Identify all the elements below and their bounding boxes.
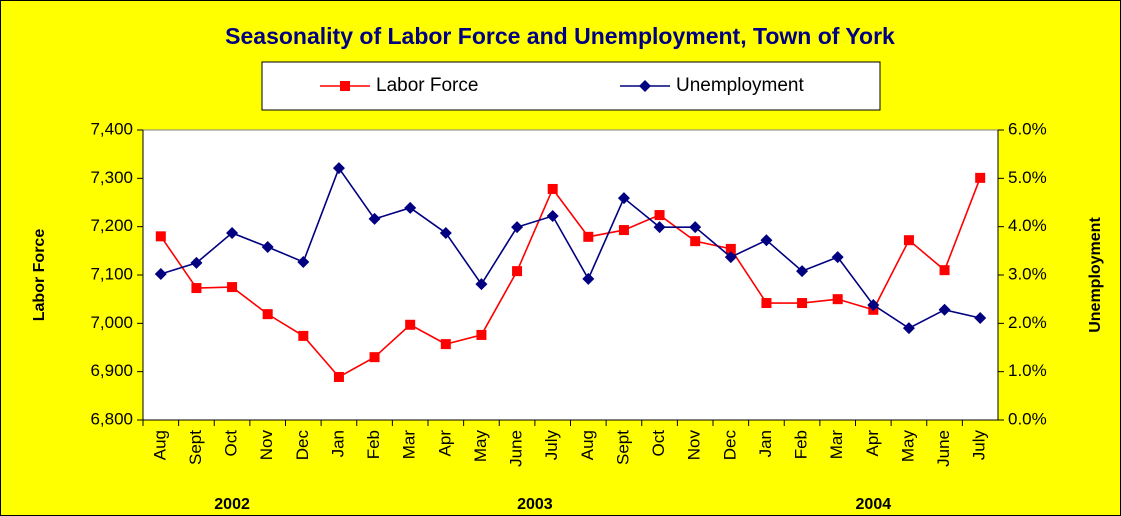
marker (796, 265, 809, 278)
y-tick-label: 6,900 (90, 361, 133, 380)
marker (760, 234, 773, 247)
x-tick-label: Feb (792, 430, 811, 459)
marker (689, 221, 702, 234)
x-tick-label: June (507, 430, 526, 467)
x-tick-label: Mar (400, 430, 419, 460)
x-tick-label: May (898, 430, 917, 463)
y-tick-label: 7,200 (90, 216, 133, 235)
x-tick-label: Apr (863, 430, 882, 457)
x-tick-label: Oct (222, 430, 241, 457)
marker (618, 225, 629, 236)
marker (405, 319, 416, 330)
marker (867, 298, 880, 311)
legend-label: Unemployment (676, 75, 804, 96)
y2-axis-title: Unemployment (1087, 217, 1104, 333)
y2-tick-label: 2.0% (1008, 313, 1047, 332)
marker (475, 278, 488, 291)
marker (725, 243, 736, 254)
x-tick-label: Sept (613, 430, 632, 465)
marker (226, 226, 239, 239)
x-tick-label: July (542, 430, 561, 461)
y-tick-label: 7,000 (90, 313, 133, 332)
x-tick-label: June (934, 430, 953, 467)
marker (975, 172, 986, 183)
marker (831, 251, 844, 264)
series-line (160, 177, 981, 378)
marker (724, 251, 737, 264)
y-tick-label: 7,300 (90, 168, 133, 187)
marker (227, 282, 238, 293)
marker (368, 212, 381, 225)
marker (546, 210, 559, 223)
marker (617, 192, 630, 205)
x-tick-label: Feb (364, 430, 383, 459)
marker (902, 322, 915, 335)
y-tick-label: 6,800 (90, 409, 133, 428)
year-label: 2002 (214, 496, 250, 513)
marker (511, 221, 524, 234)
y-axis-title: Labor Force (31, 229, 48, 322)
marker (654, 210, 665, 221)
y2-tick-label: 5.0% (1008, 168, 1047, 187)
marker (332, 162, 345, 175)
series-line (160, 166, 981, 330)
marker (297, 255, 310, 268)
plot-area (142, 129, 999, 421)
marker (440, 339, 451, 350)
marker (369, 352, 380, 363)
marker (190, 256, 203, 269)
marker (191, 283, 202, 294)
marker (974, 312, 987, 325)
x-tick-label: Aug (150, 430, 169, 460)
marker (340, 81, 350, 91)
marker (476, 329, 487, 340)
x-tick-label: Aug (578, 430, 597, 460)
y-tick-label: 7,400 (90, 119, 133, 138)
x-tick-label: Nov (685, 430, 704, 461)
marker (939, 265, 950, 276)
x-tick-label: Nov (257, 430, 276, 461)
marker (261, 240, 274, 253)
marker (582, 272, 595, 285)
marker (404, 201, 417, 214)
y2-tick-label: 0.0% (1008, 409, 1047, 428)
y2-tick-label: 6.0% (1008, 119, 1047, 138)
marker (439, 226, 452, 239)
marker (832, 294, 843, 305)
chart-title: Seasonality of Labor Force and Unemploym… (225, 23, 895, 49)
marker (154, 268, 167, 281)
x-tick-label: May (471, 430, 490, 463)
marker (512, 266, 523, 277)
marker (903, 235, 914, 246)
x-tick-label: Jan (756, 430, 775, 457)
x-tick-label: July (970, 430, 989, 461)
x-tick-label: Sept (186, 430, 205, 465)
marker (797, 298, 808, 309)
y-tick-label: 7,100 (90, 264, 133, 283)
x-tick-label: Dec (720, 430, 739, 461)
y2-tick-label: 4.0% (1008, 216, 1047, 235)
marker (639, 80, 651, 92)
marker (761, 298, 772, 309)
x-tick-label: Mar (827, 430, 846, 460)
y2-tick-label: 1.0% (1008, 361, 1047, 380)
marker (547, 183, 558, 194)
x-tick-label: Jan (328, 430, 347, 457)
year-label: 2004 (856, 496, 892, 513)
marker (333, 371, 344, 382)
marker (653, 221, 666, 234)
marker (938, 303, 951, 316)
marker (298, 330, 309, 341)
x-tick-label: Oct (649, 430, 668, 457)
year-label: 2003 (517, 496, 553, 513)
marker (690, 236, 701, 247)
marker (583, 231, 594, 242)
y2-tick-label: 3.0% (1008, 264, 1047, 283)
x-tick-label: Apr (435, 430, 454, 457)
legend-label: Labor Force (376, 75, 478, 96)
x-tick-label: Dec (293, 430, 312, 461)
marker (262, 309, 273, 320)
marker (155, 231, 166, 242)
